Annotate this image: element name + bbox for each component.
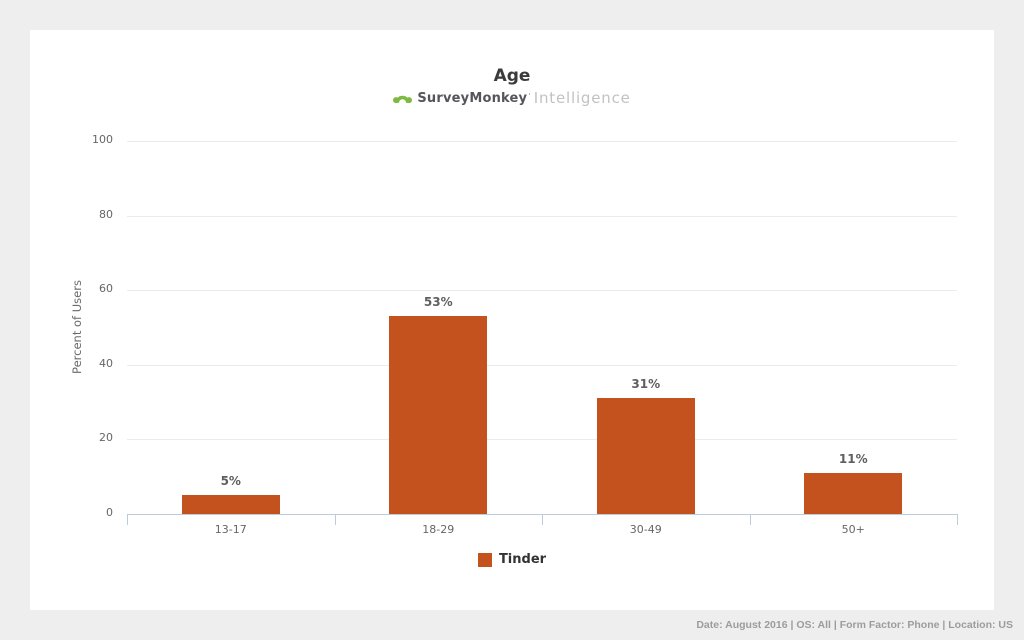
chart-card: Age SurveyMonkey · Intelligence Percent … xyxy=(30,30,994,610)
bar-value-label: 31% xyxy=(631,377,661,392)
gridline xyxy=(127,141,957,142)
y-tick-label: 100 xyxy=(92,133,113,146)
gridline xyxy=(127,215,957,217)
bar-30-49 xyxy=(596,398,695,514)
bar-18-29 xyxy=(389,316,488,514)
x-tick-label: 30-49 xyxy=(629,523,662,536)
y-tick-label: 20 xyxy=(99,431,113,445)
surveymonkey-logo: SurveyMonkey · Intelligence xyxy=(30,89,994,107)
axis-tick xyxy=(749,514,751,525)
legend: Tinder xyxy=(30,552,994,567)
x-tick-label: 50+ xyxy=(841,523,865,536)
bar-value-label: 11% xyxy=(838,451,868,466)
x-tick-label: 13-17 xyxy=(214,523,247,536)
bar-13-17 xyxy=(181,495,280,514)
axis-tick xyxy=(542,514,543,525)
plot-area: 0 20 40 60 80 100 5% 13-17 53% 18-29 31% 30-49 11% 50… xyxy=(30,30,994,610)
y-tick-label: 60 xyxy=(99,282,113,296)
y-tick-label: 80 xyxy=(99,207,113,221)
y-tick-label: 40 xyxy=(99,356,113,370)
y-tick-label: 0 xyxy=(106,506,113,519)
footer-meta: Date: August 2016 | OS: All | Form Facto… xyxy=(696,619,1013,631)
bar-value-label: 53% xyxy=(423,295,453,310)
monkey-icon xyxy=(393,95,413,103)
gridline xyxy=(127,290,957,292)
axis-tick xyxy=(127,514,128,525)
axis-tick xyxy=(957,514,958,525)
axis-tick xyxy=(334,514,336,525)
logo-suffix-text: Intelligence xyxy=(533,89,631,107)
bar-50+ xyxy=(804,472,903,514)
gridline xyxy=(127,439,957,441)
logo-trademark-mark: · xyxy=(528,90,531,99)
gridline xyxy=(127,364,957,366)
legend-label: Tinder xyxy=(498,552,547,567)
chart-title: Age xyxy=(493,66,531,86)
bar-value-label: 5% xyxy=(220,474,241,489)
x-tick-label: 18-29 xyxy=(422,523,455,536)
legend-swatch xyxy=(477,552,492,567)
logo-brand-text: SurveyMonkey xyxy=(417,90,528,106)
